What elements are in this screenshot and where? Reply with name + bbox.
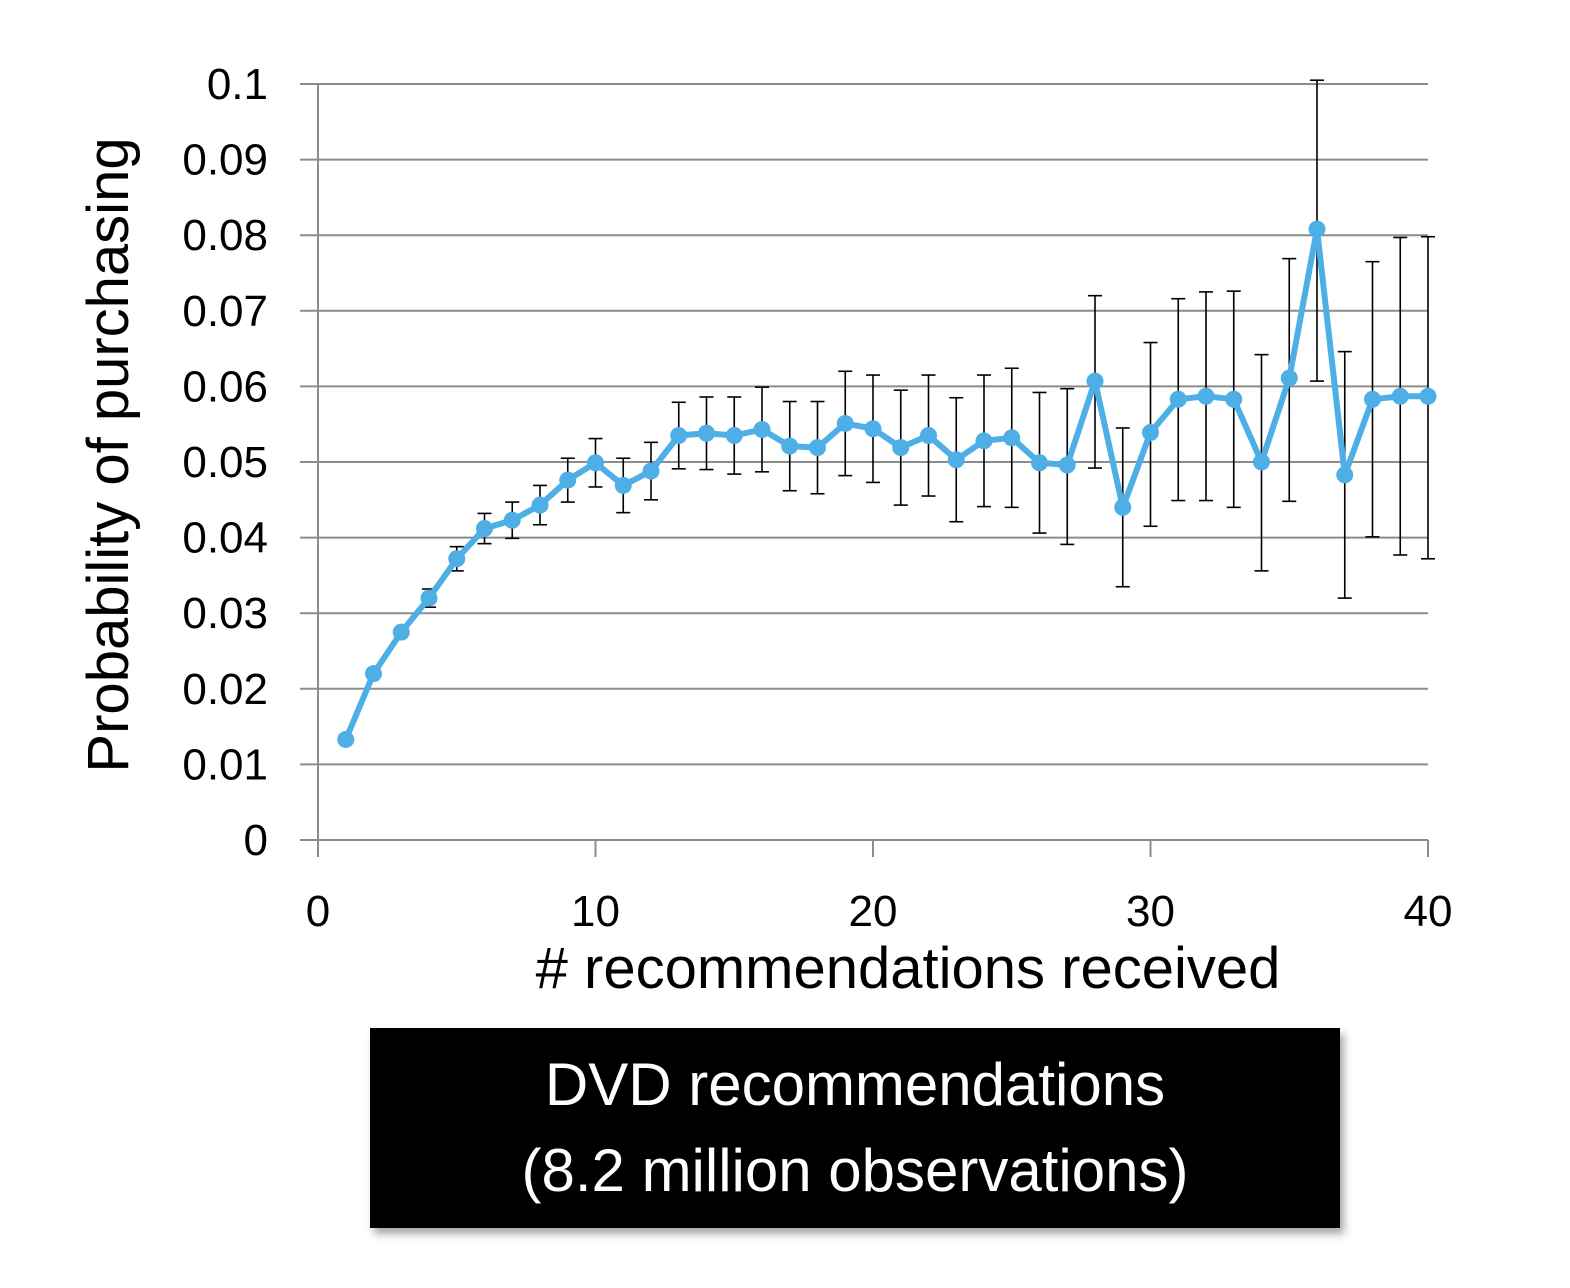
data-point bbox=[1364, 390, 1381, 408]
line-chart: 0 0.01 0.02 0.03 0.04 0.05 0.06 0.07 0.08 0.09 0.1… bbox=[76, 60, 1453, 1001]
data-point bbox=[698, 424, 715, 442]
y-tick-label: 0.08 bbox=[182, 211, 268, 260]
data-point bbox=[864, 420, 882, 438]
data-point bbox=[781, 437, 799, 455]
data-point bbox=[725, 427, 743, 445]
data-point bbox=[1031, 454, 1048, 472]
x-axis-title: # recommendations received bbox=[536, 936, 1281, 1001]
y-tick-label: 0.03 bbox=[182, 589, 268, 638]
data-point bbox=[1336, 466, 1354, 484]
y-tick-label: 0 bbox=[244, 816, 268, 865]
data-point bbox=[587, 454, 604, 472]
data-point bbox=[476, 520, 493, 538]
y-tick-labels: 0 0.01 0.02 0.03 0.04 0.05 0.06 0.07 0.08 0.09 0.1 bbox=[182, 60, 268, 865]
data-point bbox=[365, 665, 382, 683]
y-axis-title: Probability of purchasing bbox=[76, 137, 141, 772]
y-tick-label: 0.05 bbox=[182, 438, 268, 487]
data-point bbox=[947, 451, 965, 469]
y-tick-label: 0.07 bbox=[182, 287, 268, 336]
x-tick-label: 30 bbox=[1126, 887, 1175, 936]
data-point bbox=[1142, 424, 1159, 442]
series-line-layer bbox=[342, 226, 1431, 743]
y-tick-label: 0.02 bbox=[182, 665, 268, 714]
x-tick-label: 20 bbox=[849, 887, 898, 936]
data-point bbox=[836, 414, 854, 432]
data-point bbox=[642, 462, 660, 480]
data-point bbox=[1225, 390, 1243, 408]
y-tick-label: 0.01 bbox=[182, 740, 268, 789]
data-point bbox=[614, 476, 632, 494]
data-point bbox=[448, 550, 466, 568]
data-point bbox=[1308, 220, 1326, 238]
data-point bbox=[531, 496, 549, 514]
data-point bbox=[1253, 453, 1270, 471]
data-point bbox=[559, 471, 577, 489]
y-tick-label: 0.04 bbox=[182, 514, 268, 563]
data-point bbox=[1419, 387, 1437, 405]
x-tick-labels: 0 10 20 30 40 bbox=[306, 887, 1453, 936]
data-point bbox=[1114, 498, 1132, 516]
data-point bbox=[1197, 387, 1215, 405]
data-point bbox=[975, 432, 993, 450]
data-point bbox=[1003, 429, 1021, 447]
axes bbox=[300, 83, 1429, 857]
caption-line-1: DVD recommendations bbox=[544, 1051, 1166, 1118]
data-point bbox=[809, 439, 826, 457]
data-points bbox=[337, 220, 1437, 748]
data-point bbox=[1169, 390, 1187, 408]
series-line bbox=[342, 226, 1431, 743]
data-point bbox=[892, 439, 910, 457]
data-point bbox=[337, 730, 355, 748]
x-tick-label: 0 bbox=[306, 887, 330, 936]
data-point bbox=[1086, 372, 1104, 390]
data-point bbox=[920, 427, 937, 445]
y-tick-label: 0.06 bbox=[182, 362, 268, 411]
x-tick-label: 40 bbox=[1404, 887, 1453, 936]
y-tick-label: 0.1 bbox=[207, 60, 268, 109]
data-point bbox=[1280, 369, 1298, 387]
caption-line-2: (8.2 million observations) bbox=[521, 1137, 1189, 1204]
data-point bbox=[753, 420, 771, 438]
y-tick-label: 0.09 bbox=[182, 136, 268, 185]
x-tick-label: 10 bbox=[571, 887, 620, 936]
data-point bbox=[392, 623, 410, 641]
data-point bbox=[1391, 387, 1409, 405]
data-point bbox=[503, 511, 521, 529]
data-point bbox=[670, 427, 688, 445]
data-point bbox=[1058, 456, 1076, 474]
caption-box: DVD recommendations (8.2 million observa… bbox=[370, 1028, 1340, 1228]
data-point bbox=[420, 589, 438, 607]
